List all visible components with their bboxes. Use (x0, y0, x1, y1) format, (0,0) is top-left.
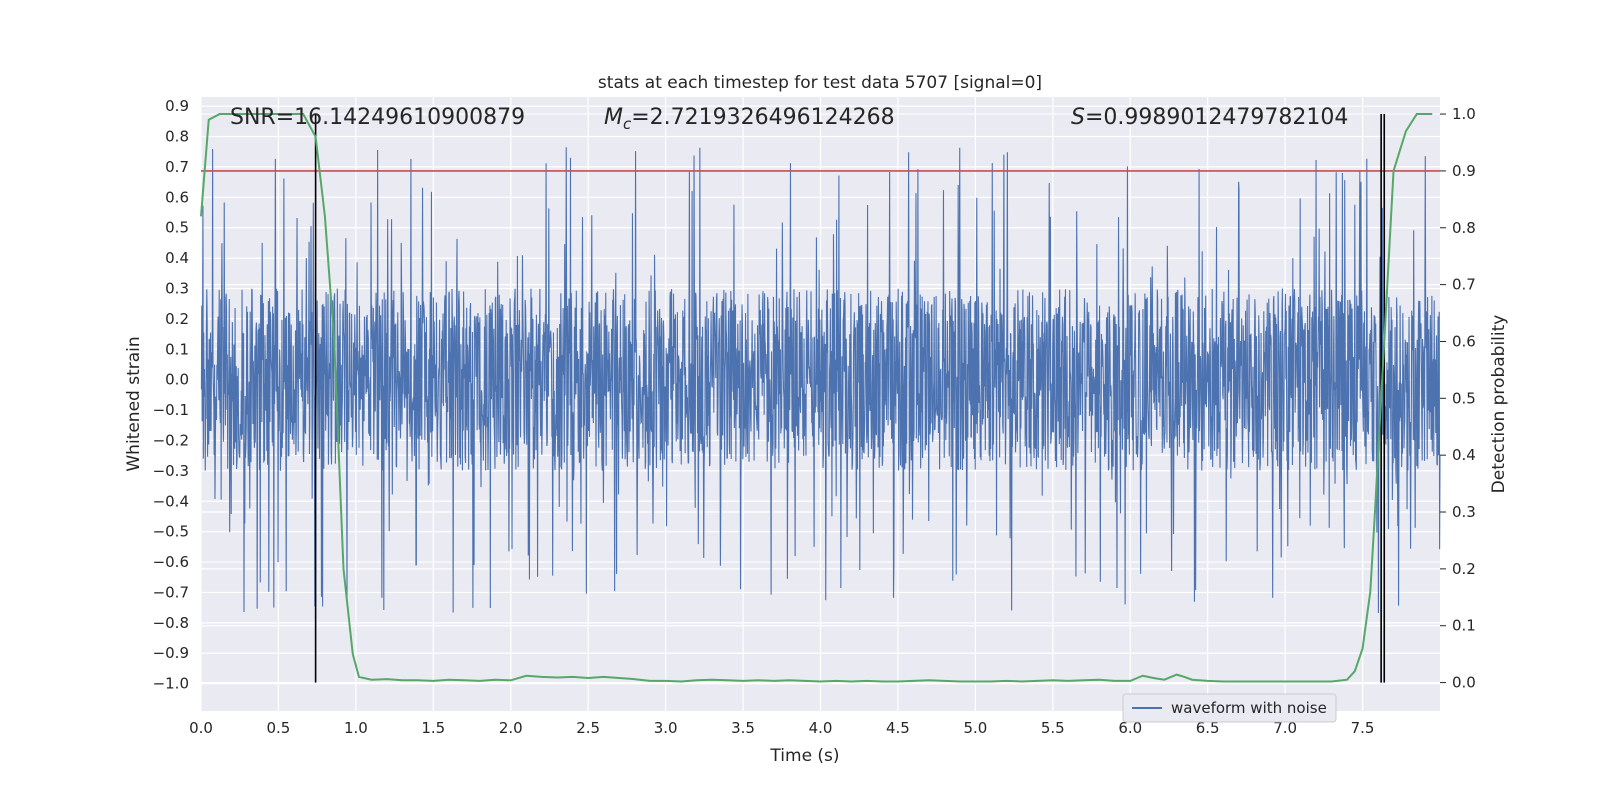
y-right-tick-label: 0.4 (1452, 446, 1476, 464)
x-tick-label: 1.5 (421, 719, 445, 737)
y-left-ticks: 0.9 0.8 0.7 0.6 0.5 0.4 0.3 0.2 0.1 0.0 −0.1 −0.2 −0… (153, 97, 189, 693)
y-right-tick-label: 0.7 (1452, 276, 1476, 294)
x-ticks: 0.0 0.5 1.0 1.5 2.0 2.5 3.0 3.5 4.0 4.5 5.0 5.5 6.0 6… (189, 719, 1374, 737)
y-right-tick-label: 0.5 (1452, 389, 1476, 407)
s-value: =0.9989012479782104 (1085, 105, 1348, 130)
y-right-tick-label: 0.1 (1452, 617, 1476, 635)
detection-probability-line (200, 113, 1433, 683)
x-tick-label: 0.0 (189, 719, 213, 737)
x-tick-label: 6.5 (1196, 719, 1220, 737)
x-tick-label: 3.0 (654, 719, 678, 737)
y-left-tick-label: −0.1 (153, 401, 189, 419)
y-right-axis-title: Detection probability (1489, 315, 1509, 494)
y-right-tick-label: 0.0 (1452, 674, 1476, 692)
y-left-tick-label: 0.2 (165, 310, 189, 328)
y-left-tick-label: −0.4 (153, 492, 189, 510)
chart-title: stats at each timestep for test data 570… (598, 73, 1042, 93)
y-left-tick-label: −0.6 (153, 553, 189, 571)
x-tick-label: 0.5 (267, 719, 291, 737)
y-left-tick-label: 0.6 (165, 188, 189, 206)
x-tick-label: 2.5 (576, 719, 600, 737)
y-right-tick-label: 0.2 (1452, 560, 1476, 578)
y-left-tick-label: 0.8 (165, 128, 189, 146)
y-left-tick-label: −0.7 (153, 583, 189, 601)
legend-box (1122, 693, 1337, 723)
y-left-tick-label: −0.9 (153, 644, 189, 662)
x-tick-label: 2.0 (499, 719, 523, 737)
x-tick-label: 4.5 (886, 719, 910, 737)
y-left-tick-label: 0.4 (165, 249, 189, 267)
score-annotation: S=0.9989012479782104 (1071, 105, 1348, 130)
y-right-ticks: 1.0 0.9 0.8 0.7 0.6 0.5 0.4 0.3 0.2 0.1 0.0 (1440, 105, 1476, 692)
x-tick-label: 6.0 (1118, 719, 1142, 737)
y-left-tick-label: 0.9 (165, 97, 189, 115)
y-right-tick-label: 1.0 (1452, 105, 1476, 123)
x-tick-label: 1.0 (344, 719, 368, 737)
x-axis-title: Time (s) (769, 746, 839, 766)
x-tick-label: 7.5 (1351, 719, 1375, 737)
legend-label: waveform with noise (1171, 699, 1327, 717)
y-right-tick-label: 0.6 (1452, 332, 1476, 350)
x-tick-label: 5.0 (963, 719, 987, 737)
mc-value: =2.7219326496124268 (631, 105, 894, 130)
s-symbol: S (1071, 105, 1085, 130)
y-left-tick-label: −0.8 (153, 614, 189, 632)
waveform-line (200, 147, 1441, 614)
waveform-series (200, 147, 1441, 614)
x-tick-label: 4.0 (809, 719, 833, 737)
snr-annotation: SNR=16.14249610900879 (230, 105, 525, 130)
x-tick-label: 5.5 (1041, 719, 1065, 737)
y-left-tick-label: 0.1 (165, 340, 189, 358)
y-left-tick-label: −0.5 (153, 523, 189, 541)
chirp-mass-annotation: Mc=2.7219326496124268 (604, 105, 895, 133)
legend: waveform with noise (1122, 693, 1337, 723)
y-right-tick-label: 0.8 (1452, 219, 1476, 237)
y-left-axis-title: Whitened strain (124, 336, 144, 471)
y-left-tick-label: −1.0 (153, 675, 189, 693)
y-right-tick-label: 0.9 (1452, 162, 1476, 180)
y-left-tick-label: 0.3 (165, 279, 189, 297)
y-left-tick-label: 0.0 (165, 371, 189, 389)
x-tick-label: 3.5 (731, 719, 755, 737)
y-left-tick-label: −0.2 (153, 431, 189, 449)
y-right-tick-label: 0.3 (1452, 503, 1476, 521)
mc-subscript: c (623, 115, 632, 133)
mc-symbol: M (604, 105, 623, 130)
y-left-tick-label: 0.7 (165, 158, 189, 176)
x-tick-label: 7.0 (1273, 719, 1297, 737)
y-left-tick-label: 0.5 (165, 219, 189, 237)
y-left-tick-label: −0.3 (153, 462, 189, 480)
